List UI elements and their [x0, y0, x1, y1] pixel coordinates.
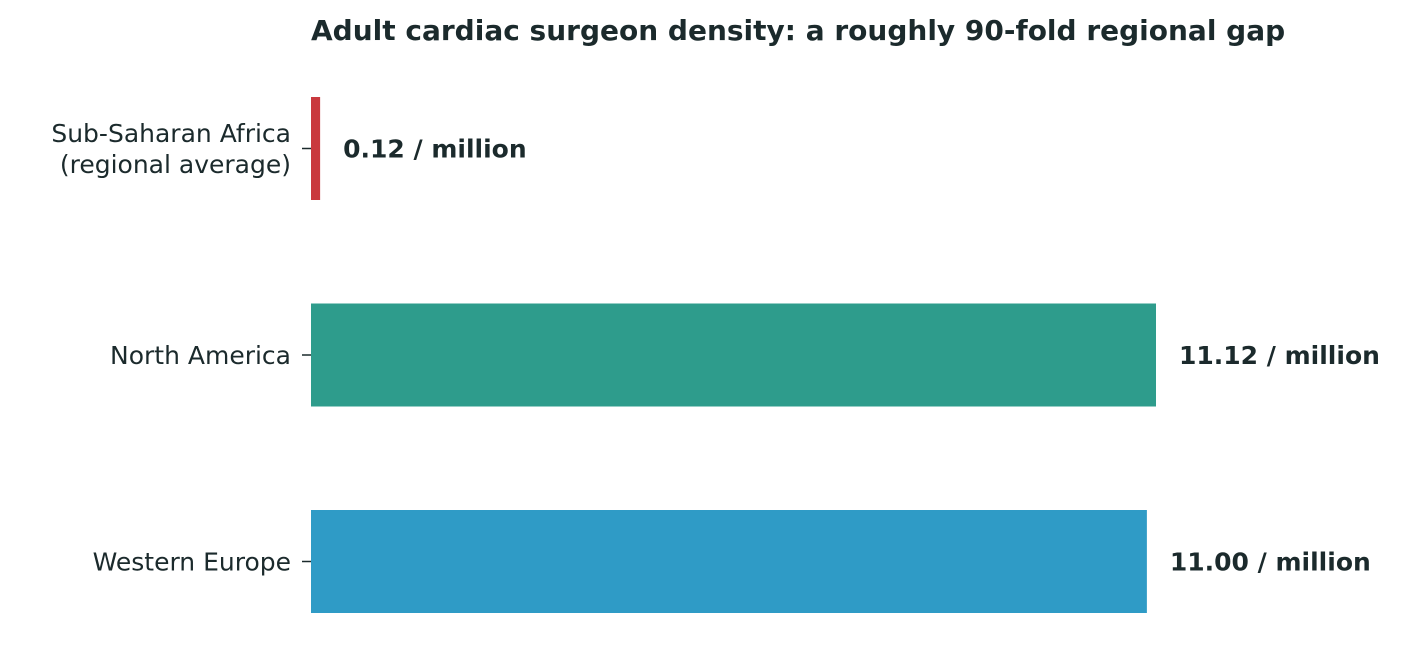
value-label-1: 11.12 / million — [1179, 341, 1380, 370]
bars-layer: Sub-Saharan Africa (regional average) 0.12… — [51, 97, 1380, 613]
bar-2 — [311, 510, 1147, 613]
value-label-0: 0.12 / million — [343, 135, 527, 164]
category-label-2: Western Europe — [93, 548, 291, 577]
bar-0 — [311, 97, 321, 200]
category-label-1: North America — [110, 341, 291, 370]
category-label-0: Sub-Saharan Africa (regional average) — [51, 119, 291, 179]
value-label-2: 11.00 / million — [1170, 548, 1371, 577]
bar-1 — [311, 303, 1156, 407]
chart-title: Adult cardiac surgeon density: a roughly… — [311, 14, 1286, 47]
